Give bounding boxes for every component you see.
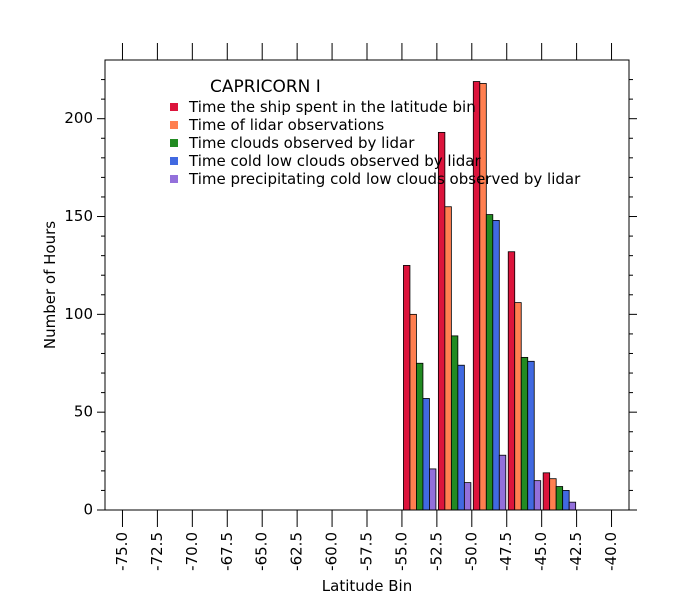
y-tick-label: 200	[64, 109, 93, 127]
bar	[457, 364, 465, 511]
legend-swatch	[170, 157, 178, 165]
bar	[533, 480, 542, 511]
x-tick-label: -57.5	[358, 532, 376, 571]
x-tick-label: -62.5	[288, 532, 306, 571]
bar	[555, 486, 564, 511]
y-tick-label: 150	[64, 207, 93, 225]
x-tick-label: -65.0	[253, 532, 271, 571]
x-tick-label: -70.0	[183, 532, 201, 571]
x-tick-label: -42.5	[567, 532, 585, 571]
bar	[429, 468, 437, 511]
x-tick-label: -67.5	[218, 532, 236, 571]
legend-label: Time of lidar observations	[188, 116, 384, 134]
legend-label: Time cold low clouds observed by lidar	[188, 152, 481, 170]
x-tick-label: -75.0	[113, 532, 131, 571]
bar	[562, 490, 570, 511]
bar	[444, 206, 452, 511]
bar	[542, 472, 551, 511]
bar	[450, 335, 459, 511]
x-tick-label: -45.0	[532, 532, 550, 571]
legend-swatch	[170, 175, 178, 183]
bar	[472, 81, 481, 511]
x-tick-label: -72.5	[148, 532, 166, 571]
bar	[437, 131, 446, 511]
bar	[463, 482, 472, 511]
bar	[520, 356, 529, 511]
bar	[416, 362, 424, 511]
legend: Time the ship spent in the latitude binT…	[170, 98, 581, 188]
x-tick-label: -60.0	[323, 532, 341, 571]
y-axis-label: Number of Hours	[41, 221, 59, 349]
legend-swatch	[170, 103, 178, 111]
bar	[409, 313, 417, 511]
axis-ticks	[97, 43, 637, 527]
legend-swatch	[170, 121, 178, 129]
bar	[527, 360, 535, 511]
y-tick-label: 0	[83, 501, 93, 519]
legend-label: Time precipitating cold low clouds obser…	[188, 170, 581, 188]
bar	[514, 302, 522, 511]
bar	[549, 478, 557, 511]
x-tick-label: -50.0	[462, 532, 480, 571]
legend-label: Time the ship spent in the latitude bin	[188, 98, 476, 116]
legend-label: Time clouds observed by lidar	[188, 134, 415, 152]
chart-title: CAPRICORN I	[210, 77, 321, 97]
x-axis-label: Latitude Bin	[322, 577, 412, 595]
bar	[568, 501, 577, 511]
bar	[498, 454, 507, 511]
plot-frame	[104, 59, 630, 511]
x-tick-label: -40.0	[602, 532, 620, 571]
bars	[403, 81, 577, 511]
y-tick-labels: 0 50 100 150 200	[64, 109, 93, 518]
y-tick-label: 50	[74, 403, 93, 421]
bar	[422, 398, 430, 511]
x-tick-label: -47.5	[497, 532, 515, 571]
bar	[492, 220, 500, 511]
x-tick-label: -55.0	[392, 532, 410, 571]
bar	[479, 83, 487, 511]
bar	[507, 251, 516, 511]
x-tick-labels: -75.0 -72.5 -70.0 -67.5 -65.0 -62.5 -60.0 -57.5…	[113, 532, 620, 571]
bar	[485, 214, 494, 511]
x-tick-label: -52.5	[427, 532, 445, 571]
y-tick-label: 100	[64, 305, 93, 323]
bar	[403, 265, 411, 511]
legend-swatch	[170, 139, 178, 147]
